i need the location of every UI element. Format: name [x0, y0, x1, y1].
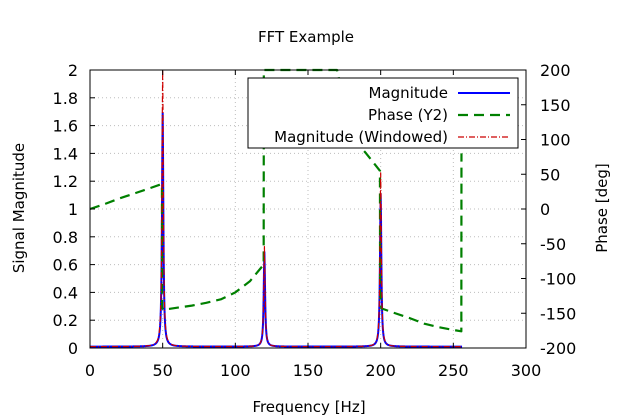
tick-layer: 0 50 100 150 200 250 30000.20.40.60.811.21.41.… — [53, 61, 577, 380]
legend: Magnitude Phase (Y2) Magnitude (Windowed) — [247, 77, 519, 149]
legend-box — [247, 77, 519, 149]
y-tick-label: 0.2 — [53, 311, 78, 330]
x-tick-label: 0 — [85, 361, 95, 380]
legend-entry-label: Magnitude — [369, 84, 448, 102]
y-tick-label: 0 — [68, 339, 78, 358]
y-tick-label: 0.6 — [53, 256, 78, 275]
y-tick-label: 0.8 — [53, 228, 78, 247]
y2-axis-label: Phase [deg] — [593, 163, 611, 253]
y-tick-label: 1.8 — [53, 89, 78, 108]
x-tick-label: 200 — [365, 361, 396, 380]
y-tick-label: 0.4 — [53, 283, 78, 302]
y2-tick-label: -150 — [540, 304, 576, 323]
y-tick-label: 2 — [68, 61, 78, 80]
legend-entry-label: Phase (Y2) — [368, 106, 448, 124]
x-tick-label: 250 — [438, 361, 469, 380]
x-tick-label: 100 — [220, 361, 251, 380]
x-axis-label: Frequency [Hz] — [252, 398, 365, 416]
y-tick-label: 1 — [68, 200, 78, 219]
x-tick-label: 150 — [293, 361, 324, 380]
series-line-3 — [89, 69, 463, 348]
legend-entry-label: Magnitude (Windowed) — [274, 128, 448, 146]
y-tick-label: 1.2 — [53, 172, 78, 191]
y2-tick-label: 200 — [540, 61, 571, 80]
x-tick-label: 50 — [152, 361, 172, 380]
y2-tick-label: 50 — [540, 165, 560, 184]
y2-tick-label: -50 — [540, 235, 566, 254]
y2-tick-label: -100 — [540, 270, 576, 289]
y-axis-label: Signal Magnitude — [10, 143, 28, 273]
chart-title: FFT Example — [258, 28, 354, 46]
y-tick-label: 1.4 — [53, 144, 78, 163]
y2-tick-label: 0 — [540, 200, 550, 219]
y-tick-label: 1.6 — [53, 117, 78, 136]
y2-tick-label: 150 — [540, 96, 571, 115]
y2-tick-label: -200 — [540, 339, 576, 358]
y2-tick-label: 100 — [540, 131, 571, 150]
x-tick-label: 300 — [511, 361, 542, 380]
